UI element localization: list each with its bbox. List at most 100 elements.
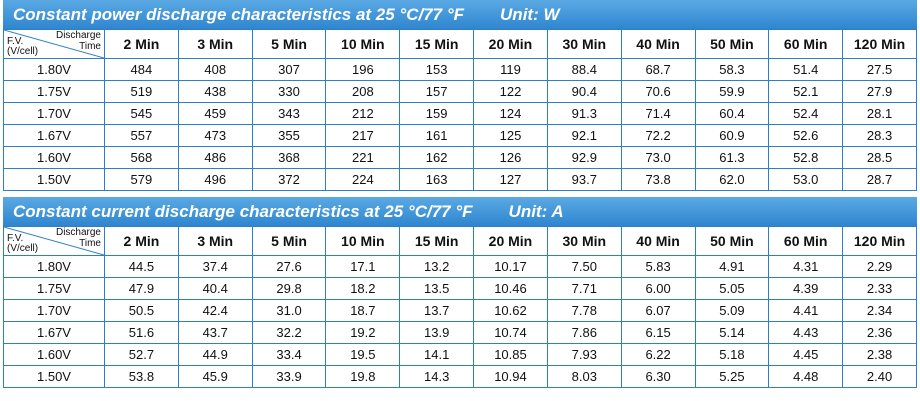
current-section: Constant current discharge characteristi… — [3, 197, 917, 388]
value-cell: 119 — [473, 58, 548, 81]
value-cell: 484 — [104, 58, 179, 81]
value-cell: 221 — [325, 146, 401, 169]
current-title: Constant current discharge characteristi… — [13, 202, 473, 221]
fv-cell: 1.67V — [3, 321, 105, 344]
value-cell: 4.45 — [768, 343, 844, 366]
value-cell: 496 — [177, 168, 253, 191]
power-col-header: 30 Min — [546, 29, 622, 59]
value-cell: 45.9 — [177, 365, 253, 388]
power-col-header: 20 Min — [473, 29, 548, 59]
fv-cell: 1.50V — [3, 168, 105, 191]
power-col-header: 5 Min — [251, 29, 327, 59]
value-cell: 6.22 — [620, 343, 696, 366]
value-cell: 51.6 — [104, 321, 179, 344]
value-cell: 126 — [473, 146, 548, 169]
value-cell: 8.03 — [546, 365, 622, 388]
current-corner-time: Time — [79, 238, 101, 249]
power-corner-discharge: Discharge — [55, 30, 101, 41]
value-cell: 159 — [399, 102, 475, 125]
value-cell: 127 — [473, 168, 548, 191]
table-row: 1.50V 579 496 372 224 163 127 93.7 73.8 62.0 53.0 2… — [3, 168, 917, 191]
value-cell: 7.86 — [546, 321, 622, 344]
fv-cell: 1.50V — [3, 365, 105, 388]
power-section: Constant power discharge characteristics… — [3, 0, 917, 191]
value-cell: 343 — [251, 102, 327, 125]
power-corner-time: Time — [79, 41, 101, 52]
value-cell: 28.1 — [842, 102, 917, 125]
current-corner-cell: Discharge Time F.V. (V/cell) — [3, 226, 105, 256]
value-cell: 52.6 — [768, 124, 844, 147]
value-cell: 18.2 — [325, 277, 401, 300]
power-title: Constant power discharge characteristics… — [13, 5, 465, 24]
value-cell: 408 — [177, 58, 253, 81]
value-cell: 162 — [399, 146, 475, 169]
value-cell: 40.4 — [177, 277, 253, 300]
value-cell: 2.34 — [842, 299, 917, 322]
value-cell: 90.4 — [546, 80, 622, 103]
value-cell: 33.9 — [251, 365, 327, 388]
value-cell: 368 — [251, 146, 327, 169]
value-cell: 5.18 — [694, 343, 770, 366]
value-cell: 52.8 — [768, 146, 844, 169]
value-cell: 157 — [399, 80, 475, 103]
table-row: 1.80V 484 408 307 196 153 119 88.4 68.7 58.3 51.4 2… — [3, 58, 917, 81]
value-cell: 43.7 — [177, 321, 253, 344]
value-cell: 27.9 — [842, 80, 917, 103]
value-cell: 28.7 — [842, 168, 917, 191]
power-col-header: 15 Min — [399, 29, 475, 59]
value-cell: 161 — [399, 124, 475, 147]
value-cell: 33.4 — [251, 343, 327, 366]
value-cell: 208 — [325, 80, 401, 103]
current-corner-discharge: Discharge — [55, 227, 101, 238]
fv-cell: 1.75V — [3, 80, 105, 103]
current-unit: Unit: A — [508, 202, 564, 221]
fv-cell: 1.80V — [3, 58, 105, 81]
value-cell: 5.14 — [694, 321, 770, 344]
current-col-header: 2 Min — [104, 226, 179, 256]
table-row: 1.60V 568 486 368 221 162 126 92.9 73.0 61.3 52.8 2… — [3, 146, 917, 169]
power-unit: Unit: W — [500, 5, 560, 24]
value-cell: 125 — [473, 124, 548, 147]
table-row: 1.70V 50.5 42.4 31.0 18.7 13.7 10.62 7.78 6.07 5.… — [3, 299, 917, 322]
value-cell: 73.0 — [620, 146, 696, 169]
value-cell: 14.3 — [399, 365, 475, 388]
value-cell: 53.0 — [768, 168, 844, 191]
value-cell: 212 — [325, 102, 401, 125]
value-cell: 2.40 — [842, 365, 917, 388]
value-cell: 7.71 — [546, 277, 622, 300]
value-cell: 10.94 — [473, 365, 548, 388]
fv-cell: 1.70V — [3, 299, 105, 322]
value-cell: 27.5 — [842, 58, 917, 81]
value-cell: 10.17 — [473, 255, 548, 278]
value-cell: 62.0 — [694, 168, 770, 191]
value-cell: 28.3 — [842, 124, 917, 147]
table-row: 1.75V 519 438 330 208 157 122 90.4 70.6 59.9 52.1 2… — [3, 80, 917, 103]
value-cell: 88.4 — [546, 58, 622, 81]
value-cell: 4.48 — [768, 365, 844, 388]
value-cell: 60.9 — [694, 124, 770, 147]
value-cell: 52.1 — [768, 80, 844, 103]
power-corner-cell: Discharge Time F.V. (V/cell) — [3, 29, 105, 59]
table-row: 1.50V 53.8 45.9 33.9 19.8 14.3 10.94 8.03 6.30 5.… — [3, 365, 917, 388]
fv-cell: 1.60V — [3, 343, 105, 366]
value-cell: 92.1 — [546, 124, 622, 147]
value-cell: 51.4 — [768, 58, 844, 81]
value-cell: 473 — [177, 124, 253, 147]
power-table: Discharge Time F.V. (V/cell) 2 Min 3 Min 5… — [3, 29, 917, 191]
value-cell: 60.4 — [694, 102, 770, 125]
value-cell: 5.09 — [694, 299, 770, 322]
value-cell: 545 — [104, 102, 179, 125]
value-cell: 28.5 — [842, 146, 917, 169]
value-cell: 37.4 — [177, 255, 253, 278]
value-cell: 53.8 — [104, 365, 179, 388]
value-cell: 579 — [104, 168, 179, 191]
value-cell: 486 — [177, 146, 253, 169]
value-cell: 92.9 — [546, 146, 622, 169]
value-cell: 4.43 — [768, 321, 844, 344]
value-cell: 196 — [325, 58, 401, 81]
power-col-header: 2 Min — [104, 29, 179, 59]
value-cell: 122 — [473, 80, 548, 103]
power-col-header: 3 Min — [177, 29, 253, 59]
value-cell: 52.4 — [768, 102, 844, 125]
value-cell: 4.39 — [768, 277, 844, 300]
